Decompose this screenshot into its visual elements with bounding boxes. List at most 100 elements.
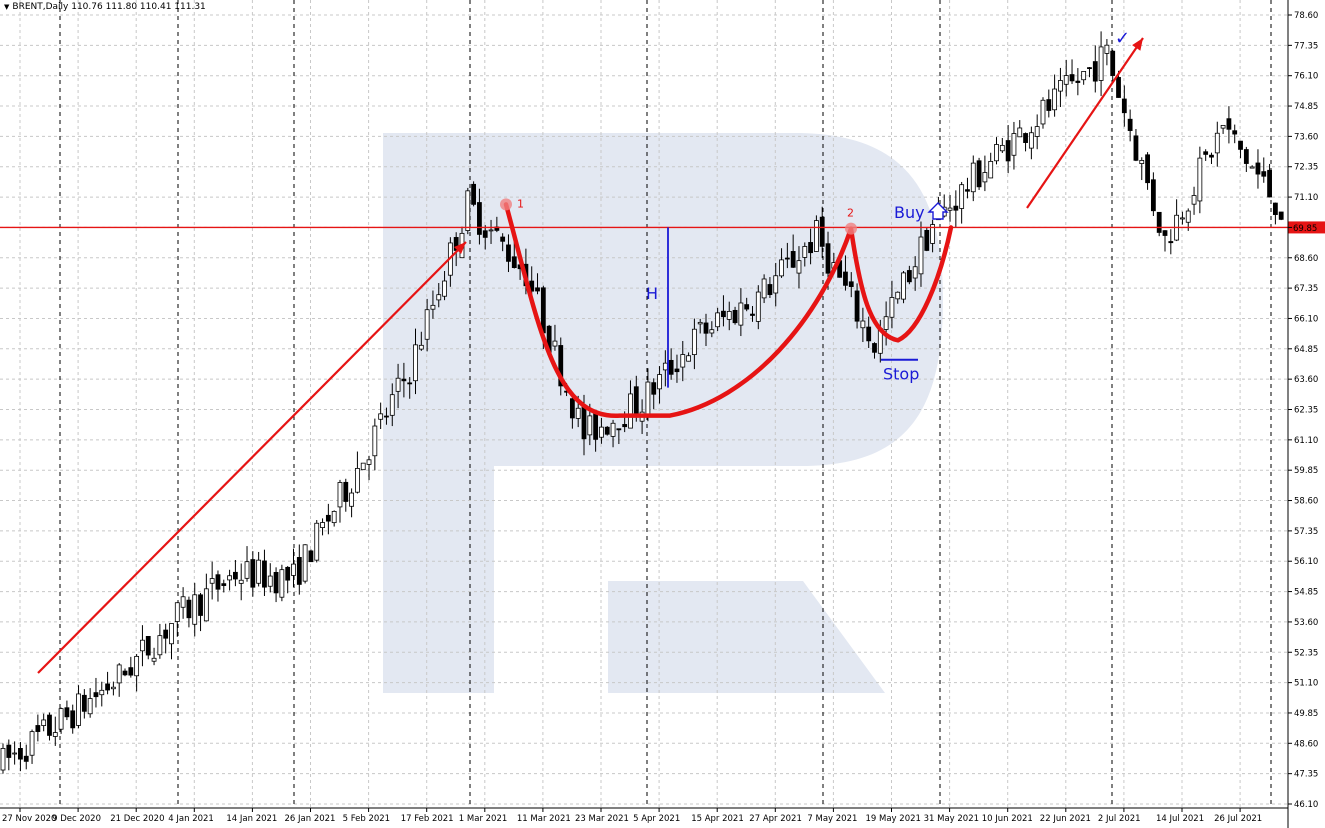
candle-body: [697, 321, 703, 325]
candle-body: [267, 575, 273, 587]
candle-body: [1075, 80, 1081, 83]
candle-body: [500, 236, 506, 242]
candle-body: [262, 560, 267, 588]
candle-body: [203, 588, 209, 622]
candle-body: [854, 290, 860, 322]
candle-body: [738, 302, 744, 326]
candle-body: [511, 256, 517, 268]
candle-body: [1243, 149, 1249, 164]
y-tick-label: 46.10: [1294, 800, 1318, 810]
candle-body: [87, 698, 93, 715]
candle-body: [325, 514, 331, 522]
candle-body: [988, 160, 994, 179]
candle-body: [628, 393, 633, 429]
candle-body: [883, 316, 889, 330]
candle-body: [866, 326, 872, 342]
candle-body: [238, 579, 244, 584]
candle-body: [814, 220, 819, 252]
candle-body: [779, 259, 784, 277]
candle-body: [192, 594, 198, 625]
candle-body: [848, 281, 854, 287]
candle-body: [331, 510, 337, 524]
candle-body: [29, 731, 35, 756]
candle-body: [296, 557, 302, 585]
y-tick-label: 76.10: [1294, 72, 1318, 82]
candle-body: [140, 639, 145, 652]
candle-body: [1139, 160, 1145, 164]
candle-body: [796, 260, 802, 274]
chart-title: ▼ BRENT,Daily 110.76 111.80 110.41 111.31: [4, 2, 206, 12]
candle-body: [1267, 169, 1272, 198]
target-reached-check-icon: ✓: [1115, 28, 1130, 49]
symbol-dropdown-icon[interactable]: ▼: [4, 3, 10, 11]
candle-body: [1214, 132, 1220, 154]
candle-body: [645, 381, 651, 417]
buy-arrow-icon: [927, 202, 949, 220]
candle-body: [1232, 130, 1238, 135]
y-tick-label: 66.10: [1294, 314, 1318, 324]
candle-body: [872, 343, 877, 353]
candle-body: [471, 183, 477, 205]
candle-body: [227, 575, 232, 581]
candle-body: [198, 594, 203, 616]
candle-body: [860, 320, 866, 329]
candle-body: [1087, 67, 1092, 70]
candle-body: [686, 355, 691, 362]
x-tick-label: 5 Feb 2021: [343, 814, 391, 824]
candle-body: [395, 377, 401, 392]
candle-body: [0, 748, 6, 771]
candle-body: [465, 190, 471, 231]
x-tick-label: 31 May 2021: [924, 814, 979, 824]
candle-body: [1058, 80, 1063, 92]
candle-body: [1133, 135, 1139, 161]
candle-body: [819, 216, 825, 247]
candle-body: [721, 310, 726, 318]
x-tick-label: 14 Jul 2021: [1156, 814, 1204, 824]
candle-body: [302, 544, 308, 582]
candle-body: [999, 144, 1005, 152]
candle-body: [337, 482, 343, 508]
candle-body: [1110, 50, 1116, 76]
candle-body: [581, 404, 587, 440]
candle-body: [535, 287, 540, 292]
grid: [0, 0, 1288, 808]
y-tick-label: 56.10: [1294, 557, 1318, 567]
y-tick-label: 72.35: [1294, 163, 1318, 173]
candle-body: [384, 415, 389, 418]
candle-body: [767, 284, 773, 295]
candle-body: [593, 411, 599, 440]
candle-body: [540, 287, 546, 334]
candle-body: [889, 297, 895, 318]
candle-body: [1185, 210, 1191, 223]
candle-body: [924, 230, 930, 251]
candle-body: [372, 425, 378, 457]
x-tick-label: 14 Jan 2021: [226, 814, 277, 824]
candle-body: [715, 312, 721, 328]
x-tick-label: 1 Mar 2021: [459, 814, 507, 824]
chart-title-text: BRENT,Daily 110.76 111.80 110.41 111.31: [12, 2, 206, 12]
candle-body: [912, 266, 918, 279]
y-tick-label: 52.35: [1294, 648, 1318, 658]
cup-and-handle-curve: [503, 202, 954, 418]
level-price-label-box: [1288, 221, 1325, 234]
candle-body: [209, 578, 215, 584]
candle-body: [1040, 99, 1046, 125]
candle-body: [1028, 132, 1034, 149]
candle-body: [558, 345, 564, 387]
candle-body: [81, 694, 87, 712]
candle-body: [569, 398, 575, 419]
candle-body: [761, 278, 767, 299]
uptrend-arrow: [37, 241, 467, 674]
candle-body: [360, 462, 366, 471]
candle-body: [430, 304, 436, 310]
candle-body: [1168, 241, 1174, 244]
candle-body: [906, 270, 912, 283]
candle-body: [343, 481, 349, 502]
x-tick-label: 22 Jun 2021: [1040, 814, 1091, 824]
candle-body: [355, 468, 360, 493]
candle-body: [1104, 44, 1110, 54]
candle-body: [6, 744, 12, 758]
candle-body: [163, 629, 169, 639]
